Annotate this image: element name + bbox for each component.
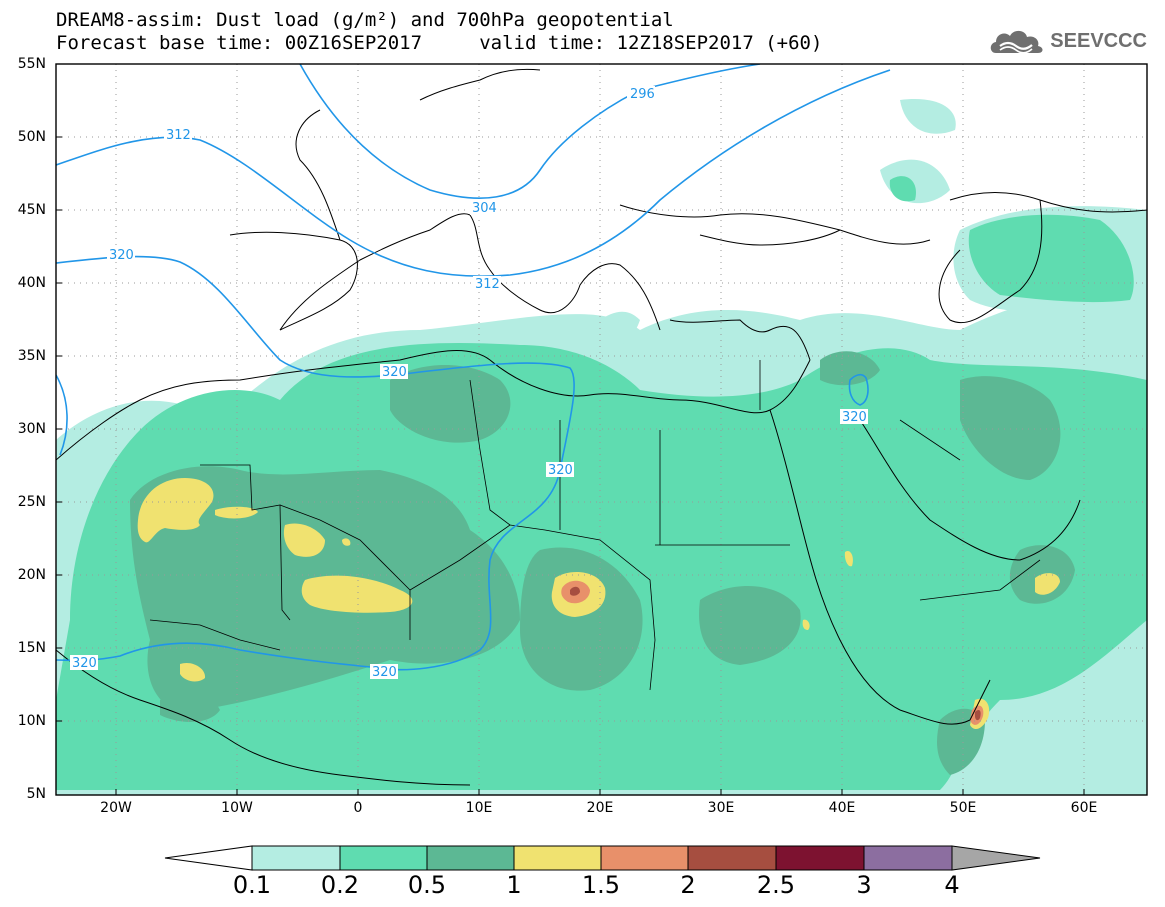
contour-label-320-b: 320 — [380, 364, 408, 380]
lon-label: 20E — [586, 800, 614, 816]
dust-level-2-5-area — [570, 586, 981, 721]
contour-label-320-c: 320 — [546, 462, 574, 478]
contour-label-320-f: 320 — [840, 409, 868, 425]
lon-label: 50E — [949, 800, 977, 816]
colorbar-label: 0.1 — [232, 871, 272, 899]
geopotential-contours — [56, 64, 891, 671]
colorbar-swatch-3 — [863, 845, 953, 871]
lat-label: 30N — [17, 421, 46, 437]
lon-label: 60E — [1070, 800, 1098, 816]
lon-label: 10E — [465, 800, 493, 816]
colorbar-label: 0.5 — [407, 871, 447, 899]
contour-label-text: 320 — [842, 410, 867, 425]
colorbar-label: 3 — [856, 871, 872, 899]
contour-label-text: 320 — [382, 365, 407, 380]
lat-label: 25N — [17, 494, 46, 510]
logo-text: SEEVCCC — [1050, 29, 1147, 52]
country-borders — [149, 360, 1041, 691]
cloud-logo-icon — [991, 30, 1043, 54]
contour-label-text: 296 — [630, 87, 655, 102]
colorbar-label: 1.5 — [581, 871, 621, 899]
contour-label-text: 304 — [472, 201, 497, 216]
contour-label-312-west: 312 — [164, 127, 192, 143]
contour-label-304: 304 — [470, 200, 498, 216]
lat-label: 20N — [17, 567, 46, 583]
contour-label-320-e: 320 — [70, 655, 98, 671]
lat-label: 10N — [17, 713, 46, 729]
colorbar-swatch-0-5 — [426, 845, 515, 871]
lat-label: 40N — [17, 275, 46, 291]
colorbar-swatch-1 — [513, 845, 602, 871]
contour-label-text: 320 — [109, 248, 134, 263]
colorbar-label: 0.2 — [320, 871, 360, 899]
lon-label: 40E — [828, 800, 856, 816]
lat-label: 5N — [26, 786, 46, 802]
contour-label-312-east: 312 — [473, 276, 501, 292]
colorbar-swatch-1-5 — [600, 845, 689, 871]
lat-label: 50N — [17, 129, 46, 145]
lon-label: 10W — [221, 800, 253, 816]
colorbar-swatch-2-5 — [775, 845, 865, 871]
colorbar-label: 2 — [680, 871, 696, 899]
colorbar-label: 2.5 — [756, 871, 796, 899]
colorbar — [164, 845, 1041, 871]
map-title: DREAM8-assim: Dust load (g/m²) and 700hP… — [56, 9, 674, 31]
lon-label: 0 — [353, 800, 363, 816]
contour-label-320-d: 320 — [370, 664, 398, 680]
lat-label: 35N — [17, 348, 46, 364]
lon-label: 30E — [707, 800, 735, 816]
colorbar-label: 4 — [944, 871, 960, 899]
colorbar-swatch-0-2 — [339, 845, 428, 871]
seevccc-logo: SEEVCCC — [988, 24, 1147, 58]
colorbar-swatch-0-1 — [251, 845, 341, 871]
lon-label: 20W — [100, 800, 132, 816]
lat-label: 15N — [17, 640, 46, 656]
lat-label: 45N — [17, 202, 46, 218]
contour-label-296: 296 — [627, 86, 655, 102]
contour-label-text: 320 — [548, 463, 573, 478]
contour-labels: 296 304 312 312 320 320 320 320 320 320 — [70, 86, 868, 680]
colorbar-under-triangle — [164, 845, 253, 871]
map-subtitle: Forecast base time: 00Z16SEP2017 valid t… — [56, 32, 823, 54]
lat-label: 55N — [17, 56, 46, 72]
contour-label-text: 320 — [372, 665, 397, 680]
contour-label-text: 312 — [475, 277, 500, 292]
contour-label-320-a: 320 — [107, 247, 135, 263]
contour-label-text: 320 — [72, 656, 97, 671]
colorbar-over-triangle — [951, 845, 1041, 871]
coastlines — [56, 68, 1147, 786]
colorbar-label: 1 — [506, 871, 522, 899]
colorbar-swatch-2 — [687, 845, 777, 871]
contour-label-text: 312 — [166, 128, 191, 143]
axis-ticks — [56, 63, 1085, 796]
